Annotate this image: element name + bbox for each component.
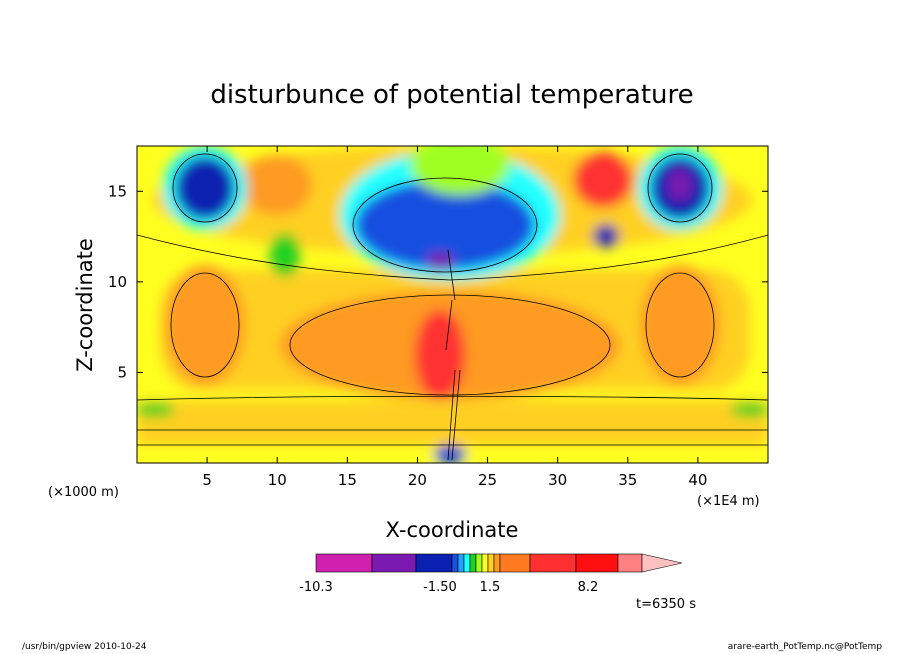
colorbar-segment-3 [451, 553, 459, 573]
colorbar [315, 553, 683, 573]
colorbar-label-1: -1.50 [423, 580, 457, 595]
contour-vertical-cluster [445, 249, 461, 461]
x-tick-label-4: 25 [478, 471, 497, 489]
low-band [137, 400, 768, 445]
contour-plume [352, 177, 538, 273]
colorbar-segment-12 [529, 553, 577, 573]
left-green-spot [269, 233, 301, 277]
contour-lower-band [137, 395, 768, 401]
x-tick-label-5: 30 [548, 471, 567, 489]
footer-right: arare-earth_PotTemp.nc@PotTemp [727, 642, 882, 652]
lobe-left [165, 265, 245, 385]
contour-left-lobe [170, 272, 240, 378]
y-units-label: (×1000 m) [48, 485, 119, 500]
colorbar-label-3: 8.2 [578, 580, 599, 595]
cell-small-right [593, 224, 619, 248]
contour-right-cell [647, 153, 713, 223]
colorbar-segment-10 [493, 553, 501, 573]
band-core [415, 310, 465, 400]
colorbar-segment-11 [499, 553, 531, 573]
x-tick-label-3: 20 [408, 471, 427, 489]
x-tick-label-7: 40 [688, 471, 707, 489]
colorbar-labels: -10.3 -1.50 1.5 8.2 [299, 580, 598, 595]
low-green-left [137, 403, 175, 417]
x-tick-label-6: 35 [618, 471, 637, 489]
contour-right-lobe [645, 272, 715, 378]
y-tick-label-1: 10 [108, 273, 127, 291]
plot-frame [136, 145, 769, 464]
plot-area [137, 146, 768, 463]
colorbar-segment-7 [475, 553, 483, 573]
x-units-label: (×1E4 m) [697, 494, 760, 509]
colorbar-segment-8 [481, 553, 489, 573]
colorbar-segment-1 [371, 553, 417, 573]
y-tick-label-2: 15 [108, 182, 127, 200]
contour-upper-band [137, 234, 768, 281]
x-tick-label-1: 10 [268, 471, 287, 489]
upper-right-warm [573, 152, 633, 208]
x-axis-label: X-coordinate [386, 518, 519, 542]
cell-right-core [668, 169, 692, 201]
time-label: t=6350 s [636, 597, 696, 612]
upper-left-warm [242, 155, 312, 215]
colorbar-segment-9 [487, 553, 495, 573]
colorbar-segment-13 [575, 553, 619, 573]
chart-title: disturbunce of potential temperature [210, 80, 693, 110]
y-tick-label-0: 5 [117, 363, 127, 381]
plume-top-green [410, 146, 510, 195]
colorbar-segment-5 [463, 553, 471, 573]
x-tick-label-0: 5 [202, 471, 212, 489]
colorbar-segment-2 [415, 553, 453, 573]
contour-center [289, 294, 611, 396]
field-layer [137, 146, 768, 463]
colorbar-segment-0 [315, 553, 373, 573]
lobe-right [640, 265, 720, 385]
x-tick-label-2: 15 [338, 471, 357, 489]
y-axis-label: Z-coordinate [73, 238, 97, 372]
footer-left: /usr/bin/gpview 2010-10-24 [22, 642, 147, 652]
colorbar-segment-14 [617, 553, 643, 573]
contour-left-cell [172, 153, 238, 223]
cell-left-inner [175, 156, 235, 220]
colorbar-extend-arrow [641, 553, 683, 573]
contour-lines [137, 153, 768, 461]
low-blue [434, 445, 466, 463]
low-green-right [730, 403, 768, 417]
axis-ticks: 5 10 15 20 25 30 35 40 5 10 15 [108, 146, 768, 489]
plume-mid [355, 180, 535, 270]
colorbar-segment-6 [469, 553, 477, 573]
colorbar-label-0: -10.3 [299, 580, 333, 595]
plume-core [426, 252, 454, 272]
colorbar-label-2: 1.5 [480, 580, 501, 595]
colorbar-segment-4 [457, 553, 465, 573]
